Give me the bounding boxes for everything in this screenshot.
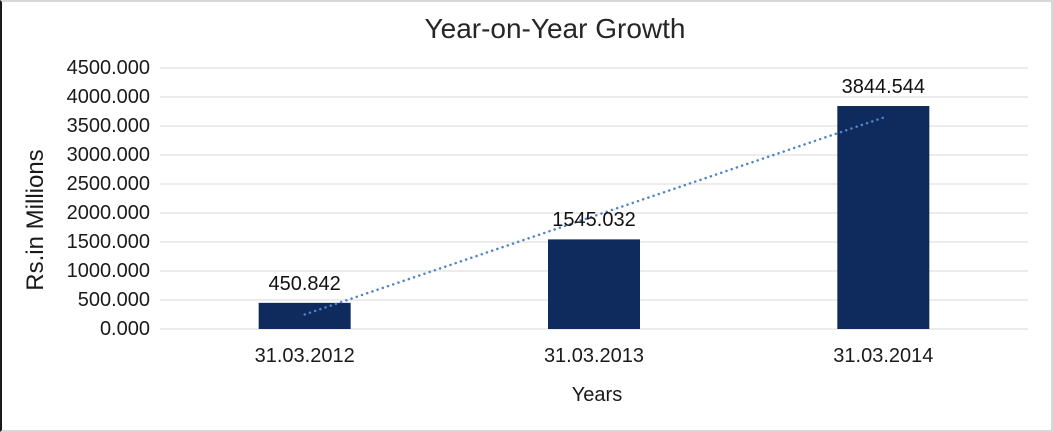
y-tick-label: 500.000	[77, 289, 150, 311]
bar-value-label: 450.842	[268, 272, 341, 295]
y-tick-label: 1500.000	[66, 231, 150, 253]
bar	[837, 106, 930, 329]
x-tick-label: 31.03.2013	[543, 345, 645, 367]
y-tick-label: 0.000	[99, 318, 150, 340]
x-tick-label: 31.03.2012	[254, 345, 355, 367]
x-axis-title: Years	[571, 384, 623, 406]
y-tick-label: 3000.000	[66, 144, 150, 166]
chart-title: Year-on-Year Growth	[424, 13, 686, 44]
y-tick-label: 4000.000	[66, 86, 150, 108]
y-tick-label: 3500.000	[66, 115, 150, 137]
x-tick-label: 31.03.2014	[833, 345, 934, 367]
bar	[548, 239, 640, 329]
bar-value-label: 3844.544	[841, 76, 926, 99]
y-tick-label: 2500.000	[66, 173, 150, 195]
bar	[258, 302, 351, 329]
y-tick-label: 2000.000	[66, 202, 150, 224]
bar-value-label: 1545.032	[552, 209, 636, 232]
y-tick-label: 4500.000	[66, 57, 150, 79]
y-tick-label: 1000.000	[66, 260, 150, 282]
